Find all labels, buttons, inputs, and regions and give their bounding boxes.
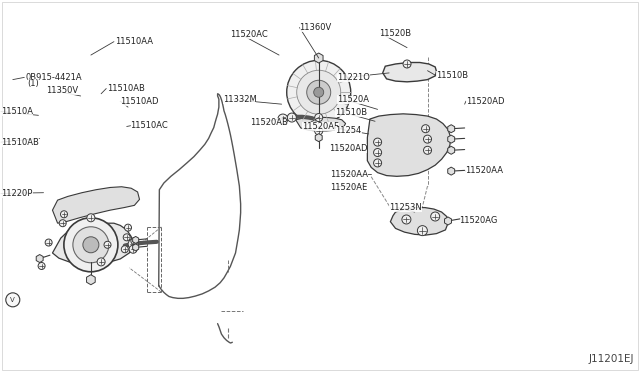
Polygon shape xyxy=(390,208,448,235)
Circle shape xyxy=(45,239,52,246)
Text: 11510AA: 11510AA xyxy=(115,37,153,46)
Circle shape xyxy=(125,224,131,231)
Text: V: V xyxy=(10,297,15,303)
Text: 11520AE: 11520AE xyxy=(330,183,367,192)
Circle shape xyxy=(6,293,20,307)
Polygon shape xyxy=(52,223,133,264)
Circle shape xyxy=(124,234,130,241)
Text: 11220P: 11220P xyxy=(1,189,33,198)
Text: 11254: 11254 xyxy=(335,126,362,135)
Polygon shape xyxy=(296,117,346,131)
Circle shape xyxy=(315,113,323,122)
Circle shape xyxy=(374,138,381,146)
Circle shape xyxy=(424,146,431,154)
Text: 11510AB: 11510AB xyxy=(108,84,145,93)
Text: 11253N: 11253N xyxy=(389,203,422,212)
Circle shape xyxy=(128,239,138,249)
Circle shape xyxy=(314,87,324,97)
Text: 11510AB: 11510AB xyxy=(1,138,39,147)
Text: 11350V: 11350V xyxy=(46,86,78,95)
Polygon shape xyxy=(316,134,322,142)
Text: 11520AA: 11520AA xyxy=(465,166,503,175)
Text: J11201EJ: J11201EJ xyxy=(589,354,634,364)
Polygon shape xyxy=(36,254,43,263)
Text: 11221O: 11221O xyxy=(337,73,370,82)
Circle shape xyxy=(287,60,351,124)
Polygon shape xyxy=(448,167,454,175)
Circle shape xyxy=(97,258,105,266)
Circle shape xyxy=(87,214,95,222)
Polygon shape xyxy=(445,217,451,225)
Text: 11520AA: 11520AA xyxy=(330,170,367,179)
Circle shape xyxy=(374,159,381,167)
Circle shape xyxy=(307,80,331,104)
Text: 11520AF: 11520AF xyxy=(302,122,339,131)
Circle shape xyxy=(64,218,118,272)
Circle shape xyxy=(417,226,428,235)
Text: 11520AD: 11520AD xyxy=(329,144,367,153)
Circle shape xyxy=(104,241,111,248)
Circle shape xyxy=(38,263,45,269)
Circle shape xyxy=(129,245,137,253)
Polygon shape xyxy=(132,237,139,243)
Text: 11520AG: 11520AG xyxy=(460,217,498,225)
Text: 11510A: 11510A xyxy=(1,107,33,116)
Text: 11510AD: 11510AD xyxy=(120,97,159,106)
Text: 11332M: 11332M xyxy=(223,95,257,104)
Circle shape xyxy=(297,70,340,114)
Text: 11520AC: 11520AC xyxy=(230,30,268,39)
Circle shape xyxy=(287,113,296,122)
Circle shape xyxy=(60,220,66,227)
Text: 11510B: 11510B xyxy=(436,71,468,80)
Text: (1): (1) xyxy=(28,79,39,88)
Polygon shape xyxy=(383,62,436,82)
Circle shape xyxy=(422,125,429,133)
Circle shape xyxy=(431,212,440,221)
Polygon shape xyxy=(448,135,454,143)
Circle shape xyxy=(131,238,138,244)
Text: 0B915-4421A: 0B915-4421A xyxy=(26,73,82,82)
Circle shape xyxy=(374,148,381,157)
Circle shape xyxy=(122,246,128,253)
Circle shape xyxy=(61,211,67,218)
Circle shape xyxy=(315,127,323,135)
Text: 11520AB: 11520AB xyxy=(250,118,287,127)
Polygon shape xyxy=(367,114,451,176)
Polygon shape xyxy=(132,244,139,251)
Text: 11510AC: 11510AC xyxy=(131,121,168,130)
Circle shape xyxy=(402,215,411,224)
Polygon shape xyxy=(448,125,454,133)
Circle shape xyxy=(83,237,99,253)
Polygon shape xyxy=(314,53,323,63)
Circle shape xyxy=(424,135,431,143)
Polygon shape xyxy=(448,146,454,154)
Text: 11510B: 11510B xyxy=(335,108,367,117)
Text: 11520B: 11520B xyxy=(379,29,411,38)
Text: 11360V: 11360V xyxy=(300,23,332,32)
Polygon shape xyxy=(52,187,140,223)
Text: 11520A: 11520A xyxy=(337,95,369,104)
Circle shape xyxy=(403,60,411,68)
Circle shape xyxy=(73,227,109,263)
Text: 11520AD: 11520AD xyxy=(466,97,504,106)
Circle shape xyxy=(278,114,288,124)
Polygon shape xyxy=(86,275,95,285)
